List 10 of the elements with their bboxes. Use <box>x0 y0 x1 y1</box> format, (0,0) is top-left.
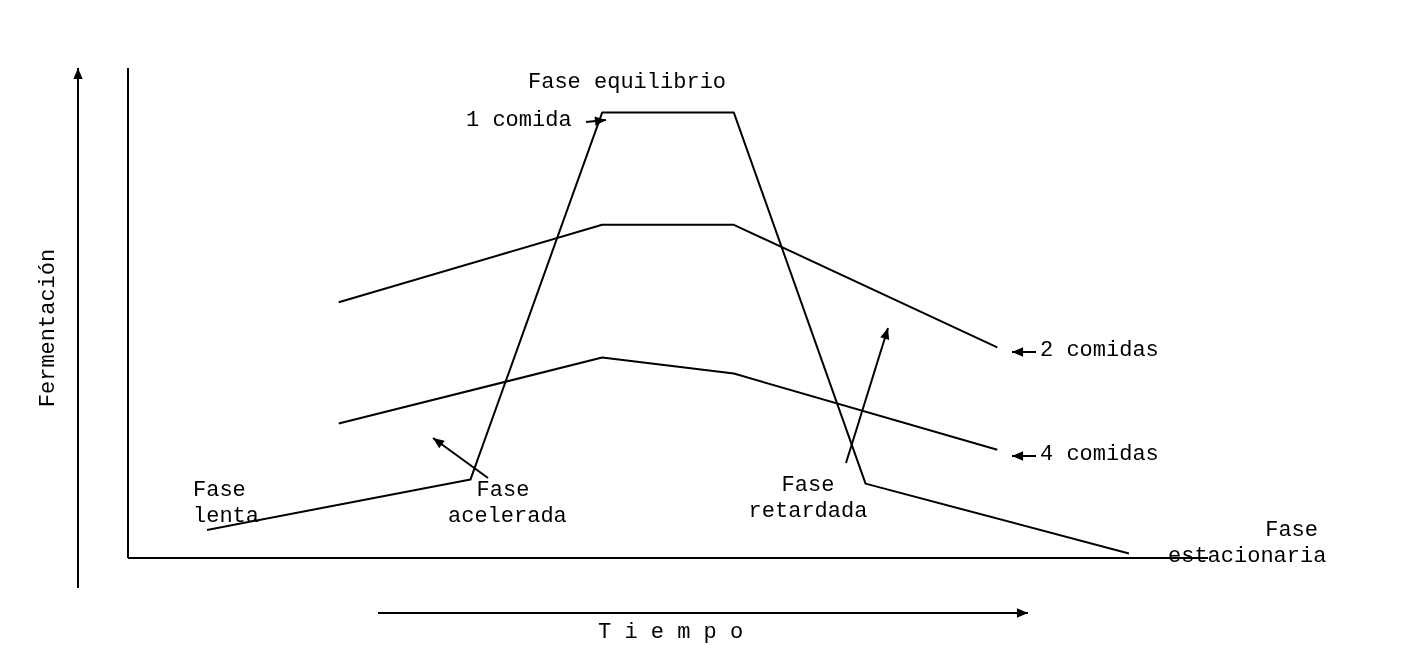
text: Fase equilibrio <box>528 70 728 96</box>
x-axis-title: T i e m p o <box>598 620 744 645</box>
y-axis-title: Fermentación <box>35 248 61 408</box>
legend-label: 2 comidas <box>1040 338 1159 363</box>
annotation: Fase lenta <box>193 478 260 530</box>
annotation: Fase acelerada <box>448 478 567 530</box>
annotation: Fase estacionaria <box>1168 518 1327 570</box>
series-label: 1 comida <box>466 108 572 133</box>
annotation: Fase retardada <box>748 473 868 525</box>
legend-label: 4 comidas <box>1040 442 1159 467</box>
